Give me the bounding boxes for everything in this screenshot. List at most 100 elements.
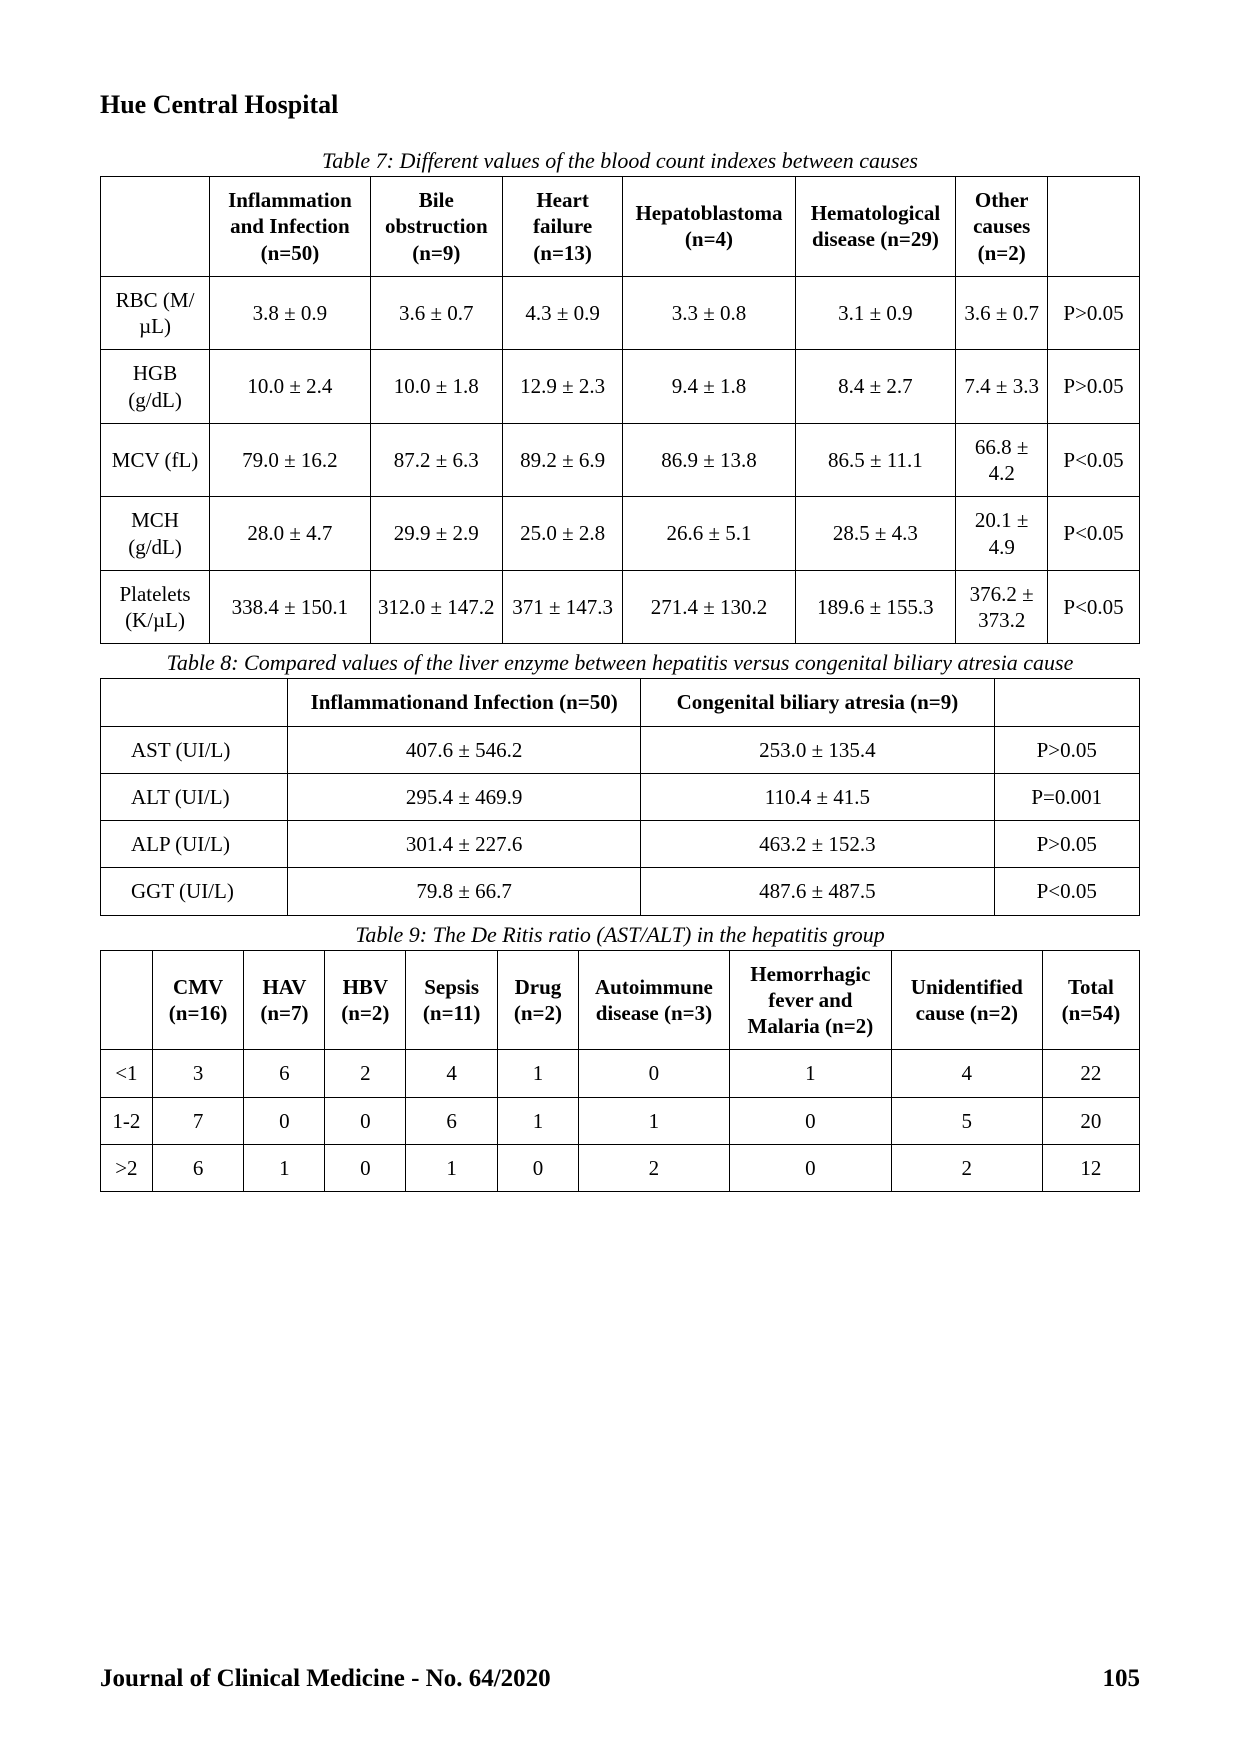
table-cell: 0 bbox=[578, 1050, 729, 1097]
table-header-cell: Sepsis (n=11) bbox=[406, 950, 498, 1050]
table-header-row: Inflammationand Infection (n=50)Congenit… bbox=[101, 679, 1140, 726]
table-cell: 4.3 ± 0.9 bbox=[502, 276, 623, 350]
table-header-cell: HAV (n=7) bbox=[244, 950, 325, 1050]
table-cell: 3.3 ± 0.8 bbox=[623, 276, 795, 350]
table-row: >26101020212 bbox=[101, 1144, 1140, 1191]
table-cell: ALT (UI/L) bbox=[101, 773, 288, 820]
table-header-cell: Hepatoblastoma (n=4) bbox=[623, 177, 795, 277]
table-cell: 338.4 ± 150.1 bbox=[210, 570, 371, 644]
table-cell: 189.6 ± 155.3 bbox=[795, 570, 956, 644]
table-cell: 0 bbox=[244, 1097, 325, 1144]
table-cell: AST (UI/L) bbox=[101, 726, 288, 773]
table-cell: 312.0 ± 147.2 bbox=[370, 570, 502, 644]
table-cell: 463.2 ± 152.3 bbox=[641, 821, 994, 868]
table-cell: 5 bbox=[891, 1097, 1042, 1144]
table-header-cell: HBV (n=2) bbox=[325, 950, 406, 1050]
table-cell: 79.0 ± 16.2 bbox=[210, 423, 371, 497]
table-cell: P>0.05 bbox=[1048, 350, 1140, 424]
table-cell: MCV (fL) bbox=[101, 423, 210, 497]
table-header-cell: CMV (n=16) bbox=[152, 950, 244, 1050]
table-cell: <1 bbox=[101, 1050, 153, 1097]
table-cell: 12.9 ± 2.3 bbox=[502, 350, 623, 424]
page-footer: Journal of Clinical Medicine - No. 64/20… bbox=[100, 1665, 1140, 1693]
table9-body: <136241014221-27006110520>26101020212 bbox=[101, 1050, 1140, 1192]
table-row: HGB (g/dL)10.0 ± 2.410.0 ± 1.812.9 ± 2.3… bbox=[101, 350, 1140, 424]
table-header-cell: Total (n=54) bbox=[1042, 950, 1139, 1050]
table-cell: 0 bbox=[729, 1144, 891, 1191]
table-cell: P<0.05 bbox=[1048, 570, 1140, 644]
table-cell: 0 bbox=[325, 1144, 406, 1191]
table-cell: 376.2 ± 373.2 bbox=[956, 570, 1048, 644]
table-cell: 3 bbox=[152, 1050, 244, 1097]
table-row: <13624101422 bbox=[101, 1050, 1140, 1097]
table-cell: 86.5 ± 11.1 bbox=[795, 423, 956, 497]
table-cell: 66.8 ± 4.2 bbox=[956, 423, 1048, 497]
table-cell: P>0.05 bbox=[994, 821, 1139, 868]
table-header-cell: Autoimmune disease (n=3) bbox=[578, 950, 729, 1050]
table-cell: 3.8 ± 0.9 bbox=[210, 276, 371, 350]
table-cell: 1 bbox=[729, 1050, 891, 1097]
table-cell: 2 bbox=[578, 1144, 729, 1191]
table9-head: CMV (n=16)HAV (n=7)HBV (n=2)Sepsis (n=11… bbox=[101, 950, 1140, 1050]
table-cell: 26.6 ± 5.1 bbox=[623, 497, 795, 571]
table-cell: 79.8 ± 66.7 bbox=[288, 868, 641, 915]
table-cell: 87.2 ± 6.3 bbox=[370, 423, 502, 497]
table-cell: 89.2 ± 6.9 bbox=[502, 423, 623, 497]
table-header-cell: Bile obstruction (n=9) bbox=[370, 177, 502, 277]
table-cell: HGB (g/dL) bbox=[101, 350, 210, 424]
table-row: ALT (UI/L)295.4 ± 469.9110.4 ± 41.5P=0.0… bbox=[101, 773, 1140, 820]
table-row: ALP (UI/L)301.4 ± 227.6463.2 ± 152.3P>0.… bbox=[101, 821, 1140, 868]
table8: Inflammationand Infection (n=50)Congenit… bbox=[100, 678, 1140, 915]
table-cell: 1 bbox=[406, 1144, 498, 1191]
table-cell: 2 bbox=[891, 1144, 1042, 1191]
page-header: Hue Central Hospital bbox=[100, 90, 1140, 120]
table-cell: 9.4 ± 1.8 bbox=[623, 350, 795, 424]
table7-body: RBC (M/µL)3.8 ± 0.93.6 ± 0.74.3 ± 0.93.3… bbox=[101, 276, 1140, 644]
table-cell: 28.5 ± 4.3 bbox=[795, 497, 956, 571]
table-cell: RBC (M/µL) bbox=[101, 276, 210, 350]
table-cell: 407.6 ± 546.2 bbox=[288, 726, 641, 773]
table-cell: 7.4 ± 3.3 bbox=[956, 350, 1048, 424]
table-cell: 0 bbox=[729, 1097, 891, 1144]
table-cell: MCH (g/dL) bbox=[101, 497, 210, 571]
table-cell: 295.4 ± 469.9 bbox=[288, 773, 641, 820]
table7: Inflammation and Infection (n=50)Bile ob… bbox=[100, 176, 1140, 644]
table-cell: P<0.05 bbox=[1048, 423, 1140, 497]
table-cell: 1 bbox=[244, 1144, 325, 1191]
table8-body: AST (UI/L)407.6 ± 546.2253.0 ± 135.4P>0.… bbox=[101, 726, 1140, 915]
table-cell: 12 bbox=[1042, 1144, 1139, 1191]
page: Hue Central Hospital Table 7: Different … bbox=[0, 0, 1240, 1753]
table-cell: 1 bbox=[497, 1097, 578, 1144]
table-cell: 371 ± 147.3 bbox=[502, 570, 623, 644]
table-cell: 271.4 ± 130.2 bbox=[623, 570, 795, 644]
table-cell: 4 bbox=[891, 1050, 1042, 1097]
table-header-cell: Inflammationand Infection (n=50) bbox=[288, 679, 641, 726]
table-cell: 1 bbox=[578, 1097, 729, 1144]
table-cell: Platelets (K/µL) bbox=[101, 570, 210, 644]
table-cell: 22 bbox=[1042, 1050, 1139, 1097]
table-header-cell: Other causes (n=2) bbox=[956, 177, 1048, 277]
table-cell: 1 bbox=[497, 1050, 578, 1097]
table-cell: P<0.05 bbox=[994, 868, 1139, 915]
table-cell: 3.6 ± 0.7 bbox=[956, 276, 1048, 350]
table9-caption: Table 9: The De Ritis ratio (AST/ALT) in… bbox=[100, 922, 1140, 948]
table-cell: ALP (UI/L) bbox=[101, 821, 288, 868]
table-cell: 301.4 ± 227.6 bbox=[288, 821, 641, 868]
table-header-cell: Heart failure (n=13) bbox=[502, 177, 623, 277]
table-cell: 10.0 ± 2.4 bbox=[210, 350, 371, 424]
table-header-cell bbox=[101, 950, 153, 1050]
table-cell: 25.0 ± 2.8 bbox=[502, 497, 623, 571]
table-header-cell: Hematological disease (n=29) bbox=[795, 177, 956, 277]
table8-head: Inflammationand Infection (n=50)Congenit… bbox=[101, 679, 1140, 726]
table-cell: P>0.05 bbox=[994, 726, 1139, 773]
table-row: 1-27006110520 bbox=[101, 1097, 1140, 1144]
table-cell: 3.6 ± 0.7 bbox=[370, 276, 502, 350]
table-cell: 110.4 ± 41.5 bbox=[641, 773, 994, 820]
table9: CMV (n=16)HAV (n=7)HBV (n=2)Sepsis (n=11… bbox=[100, 950, 1140, 1193]
table-cell: 6 bbox=[406, 1097, 498, 1144]
table7-caption: Table 7: Different values of the blood c… bbox=[100, 148, 1140, 174]
table-row: MCH (g/dL)28.0 ± 4.729.9 ± 2.925.0 ± 2.8… bbox=[101, 497, 1140, 571]
table8-caption: Table 8: Compared values of the liver en… bbox=[100, 650, 1140, 676]
table-cell: 28.0 ± 4.7 bbox=[210, 497, 371, 571]
table-row: GGT (UI/L)79.8 ± 66.7487.6 ± 487.5P<0.05 bbox=[101, 868, 1140, 915]
